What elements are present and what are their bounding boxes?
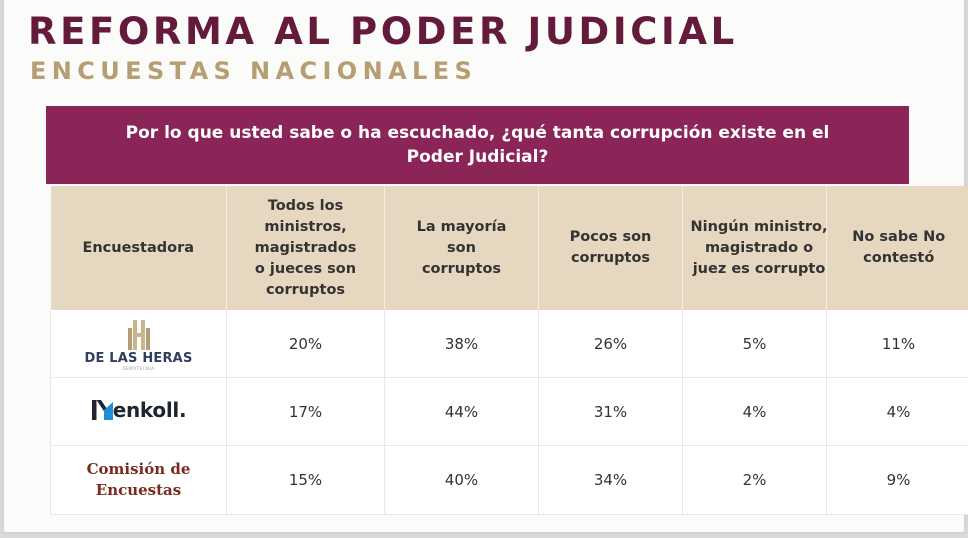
value-cell: 26% (538, 310, 683, 378)
pollster-cell: enkoll. (50, 377, 227, 446)
column-header-most-corrupt: La mayoría son corruptos (384, 186, 539, 310)
question-text: Por lo que usted sabe o ha escuchado, ¿q… (125, 123, 830, 167)
de-las-heras-logo: DE LAS HERAS DEMOTECNIA (52, 319, 225, 372)
value-cell: 34% (538, 445, 683, 515)
question-banner: Por lo que usted sabe o ha escuchado, ¿q… (46, 106, 909, 184)
value-cell: 40% (384, 445, 539, 515)
value-cell: 31% (538, 377, 683, 446)
column-header-none-corrupt: Ningún ministro, magistrado o juez es co… (682, 186, 828, 310)
enkoll-logo: enkoll. (91, 398, 187, 422)
value-cell: 44% (384, 377, 539, 446)
de-las-heras-tagline: DEMOTECNIA (122, 365, 155, 371)
value-cell: 15% (226, 445, 385, 515)
table-header-row: Encuestadora Todos los ministros, magist… (50, 186, 968, 310)
comision-de-encuestas-logo: Comisión de Encuestas (86, 460, 191, 499)
column-header-no-answer-text: No sabe No contestó (852, 229, 946, 266)
de-las-heras-mark-icon (127, 319, 150, 350)
value-cell: 4% (682, 377, 827, 446)
page-title: REFORMA AL PODER JUDICIAL (28, 10, 738, 53)
value-cell: 17% (226, 377, 385, 446)
column-header-few-corrupt: Pocos son corruptos (538, 186, 683, 310)
value-cell: 5% (682, 310, 827, 378)
de-las-heras-name: DE LAS HERAS (84, 350, 193, 366)
value-cell: 11% (826, 310, 968, 378)
table-row: DE LAS HERAS DEMOTECNIA 20% 38% 26% 5% 1… (50, 310, 968, 378)
value-cell: 2% (682, 445, 827, 515)
value-cell: 4% (826, 377, 968, 446)
value-cell: 9% (826, 445, 968, 515)
enkoll-name: enkoll. (112, 398, 187, 422)
survey-table: Encuestadora Todos los ministros, magist… (50, 186, 968, 515)
value-cell: 38% (384, 310, 539, 378)
column-header-all-corrupt-text: Todos los ministros, magistrados o juece… (254, 197, 357, 298)
page-subtitle: ENCUESTAS NACIONALES (30, 57, 478, 85)
column-header-none-corrupt-text: Ningún ministro, magistrado o juez es co… (690, 218, 828, 277)
pollster-cell: Comisión de Encuestas (50, 445, 227, 515)
column-header-few-corrupt-text: Pocos son corruptos (569, 229, 652, 266)
column-header-pollster: Encuestadora (50, 186, 227, 310)
column-header-most-corrupt-text: La mayoría son corruptos (416, 218, 507, 277)
column-header-all-corrupt: Todos los ministros, magistrados o juece… (226, 186, 385, 310)
column-header-no-answer: No sabe No contestó (826, 186, 968, 310)
enkoll-mark-icon (91, 400, 113, 420)
table-row: enkoll. 17% 44% 31% 4% 4% (50, 377, 968, 446)
value-cell: 20% (226, 310, 385, 378)
table-row: Comisión de Encuestas 15% 40% 34% 2% 9% (50, 445, 968, 515)
pollster-cell: DE LAS HERAS DEMOTECNIA (50, 310, 227, 378)
